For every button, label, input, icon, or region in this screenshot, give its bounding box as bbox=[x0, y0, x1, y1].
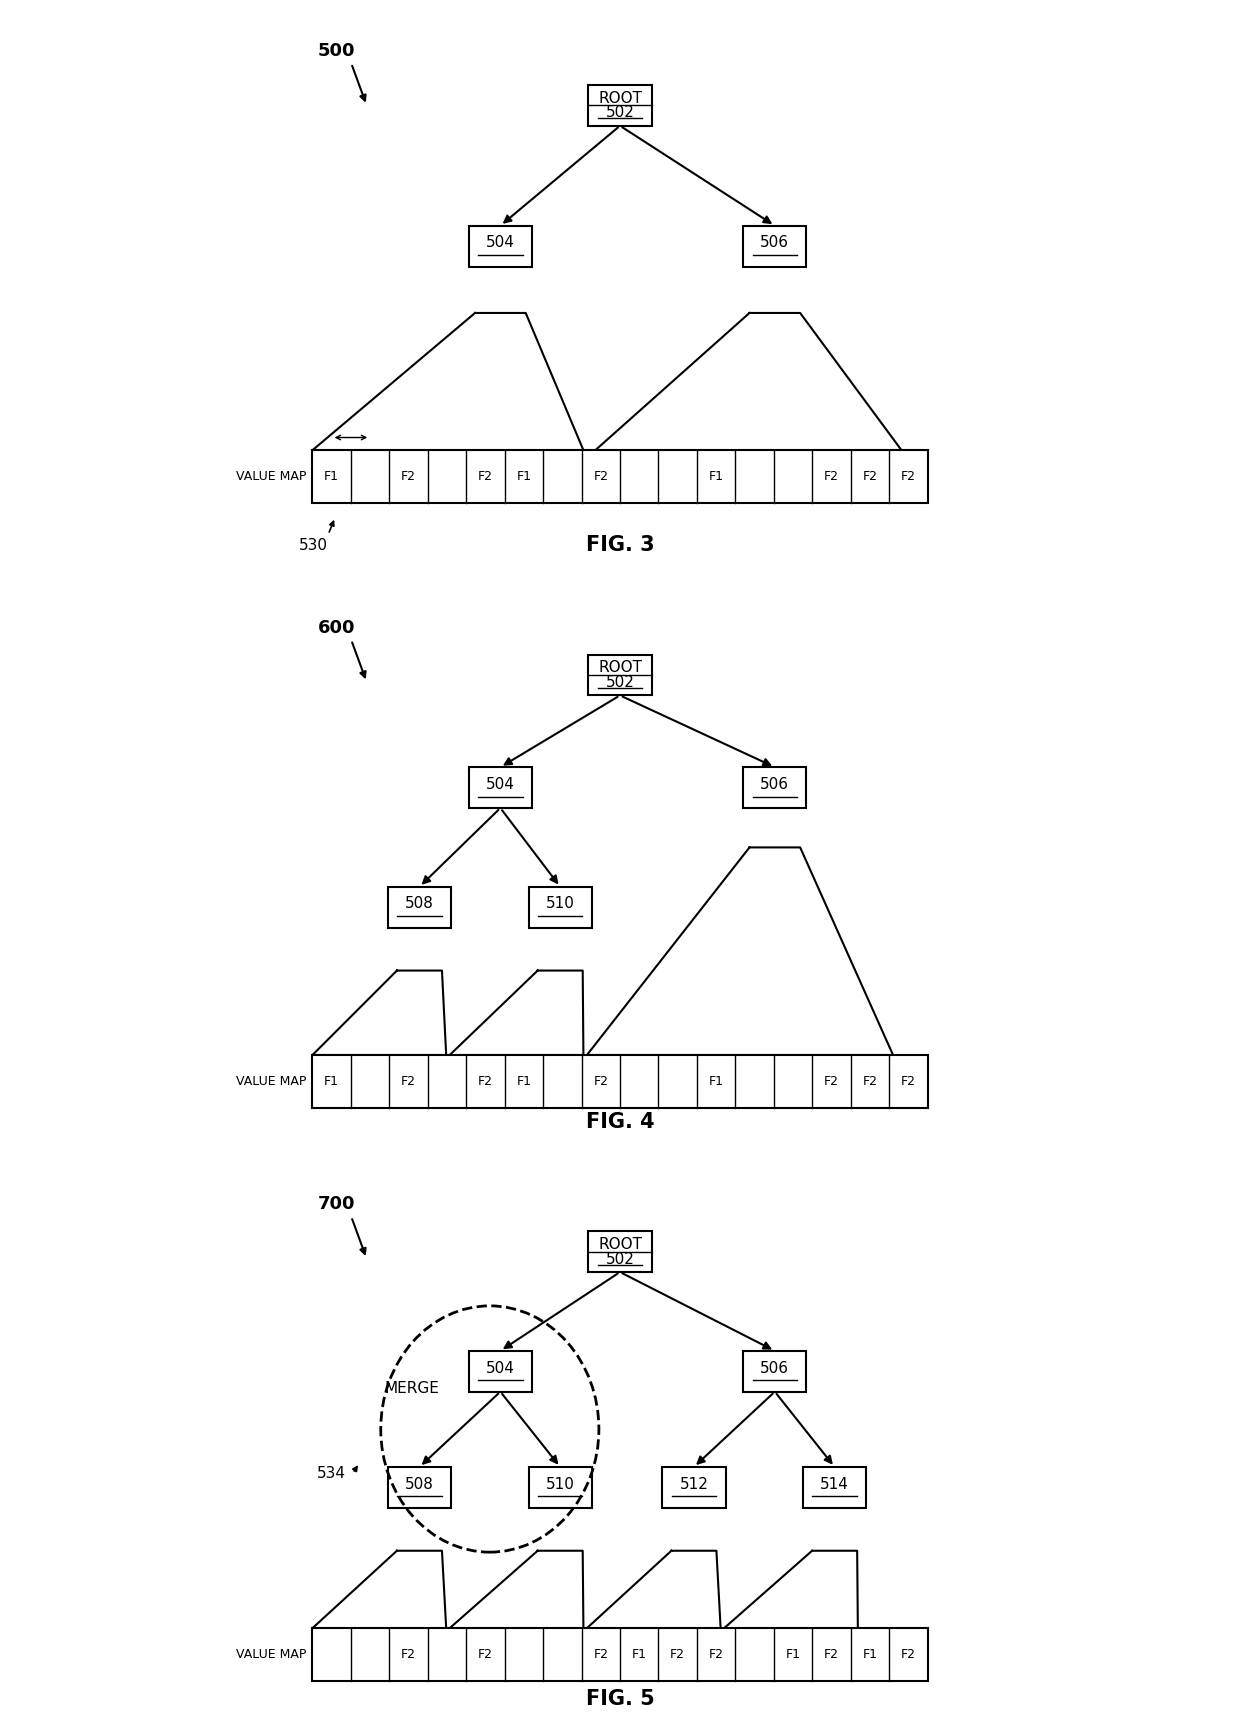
Text: 502: 502 bbox=[605, 106, 635, 119]
Bar bbox=[469, 1351, 532, 1391]
Text: 514: 514 bbox=[820, 1477, 849, 1491]
Text: F2: F2 bbox=[593, 471, 609, 483]
Text: F1: F1 bbox=[324, 471, 340, 483]
Bar bbox=[743, 1351, 806, 1391]
Text: 504: 504 bbox=[486, 235, 515, 251]
Text: ROOT: ROOT bbox=[598, 90, 642, 106]
Text: 510: 510 bbox=[546, 1477, 574, 1491]
Text: VALUE MAP: VALUE MAP bbox=[237, 1074, 306, 1088]
Text: F1: F1 bbox=[324, 1074, 340, 1088]
Text: ROOT: ROOT bbox=[598, 1237, 642, 1253]
Bar bbox=[312, 450, 928, 503]
Text: F1: F1 bbox=[708, 471, 724, 483]
Text: VALUE MAP: VALUE MAP bbox=[237, 1649, 306, 1661]
Text: F1: F1 bbox=[516, 1074, 532, 1088]
Text: 512: 512 bbox=[680, 1477, 708, 1491]
Text: F2: F2 bbox=[862, 1074, 878, 1088]
Text: F1: F1 bbox=[785, 1649, 801, 1661]
Text: 506: 506 bbox=[760, 777, 790, 792]
Text: 500: 500 bbox=[317, 42, 355, 61]
Text: F2: F2 bbox=[401, 1074, 417, 1088]
Text: 508: 508 bbox=[405, 1477, 434, 1491]
Bar bbox=[388, 1467, 451, 1509]
Text: 502: 502 bbox=[605, 1251, 635, 1266]
Text: F2: F2 bbox=[401, 471, 417, 483]
Text: F2: F2 bbox=[477, 1649, 494, 1661]
Text: 504: 504 bbox=[486, 777, 515, 792]
Bar bbox=[469, 766, 532, 808]
Text: 502: 502 bbox=[605, 675, 635, 690]
Bar bbox=[743, 225, 806, 266]
Bar bbox=[662, 1467, 725, 1509]
Text: FIG. 5: FIG. 5 bbox=[585, 1688, 655, 1709]
Bar bbox=[743, 766, 806, 808]
Text: F2: F2 bbox=[708, 1649, 724, 1661]
Text: F2: F2 bbox=[823, 471, 839, 483]
Text: ROOT: ROOT bbox=[598, 661, 642, 675]
Text: F2: F2 bbox=[477, 471, 494, 483]
Text: F2: F2 bbox=[900, 1074, 916, 1088]
Text: 530: 530 bbox=[299, 538, 329, 554]
Text: F2: F2 bbox=[900, 1649, 916, 1661]
Text: F1: F1 bbox=[862, 1649, 878, 1661]
Text: F2: F2 bbox=[900, 471, 916, 483]
Text: 506: 506 bbox=[760, 235, 790, 251]
Text: 504: 504 bbox=[486, 1360, 515, 1375]
Text: MERGE: MERGE bbox=[384, 1381, 439, 1396]
Text: F2: F2 bbox=[593, 1649, 609, 1661]
Text: F2: F2 bbox=[862, 471, 878, 483]
Bar bbox=[312, 1628, 928, 1682]
Text: F1: F1 bbox=[631, 1649, 647, 1661]
Text: FIG. 4: FIG. 4 bbox=[585, 1112, 655, 1131]
Text: F1: F1 bbox=[516, 471, 532, 483]
Text: 510: 510 bbox=[546, 896, 574, 912]
Text: F2: F2 bbox=[593, 1074, 609, 1088]
Text: F2: F2 bbox=[823, 1649, 839, 1661]
Bar bbox=[528, 1467, 591, 1509]
Bar bbox=[588, 1232, 652, 1272]
Text: FIG. 3: FIG. 3 bbox=[585, 535, 655, 555]
Text: F2: F2 bbox=[401, 1649, 417, 1661]
Text: 600: 600 bbox=[317, 619, 355, 637]
Text: F2: F2 bbox=[670, 1649, 686, 1661]
Text: F1: F1 bbox=[708, 1074, 724, 1088]
Text: 534: 534 bbox=[316, 1465, 346, 1481]
Bar bbox=[388, 887, 451, 927]
Bar bbox=[312, 1055, 928, 1107]
Bar bbox=[804, 1467, 867, 1509]
Text: F2: F2 bbox=[477, 1074, 494, 1088]
Bar bbox=[528, 887, 591, 927]
Bar bbox=[469, 225, 532, 266]
Text: 700: 700 bbox=[317, 1195, 355, 1213]
Text: 508: 508 bbox=[405, 896, 434, 912]
Text: F2: F2 bbox=[823, 1074, 839, 1088]
Text: 506: 506 bbox=[760, 1360, 790, 1375]
Bar bbox=[588, 85, 652, 126]
Text: VALUE MAP: VALUE MAP bbox=[237, 471, 306, 483]
Bar bbox=[588, 654, 652, 695]
